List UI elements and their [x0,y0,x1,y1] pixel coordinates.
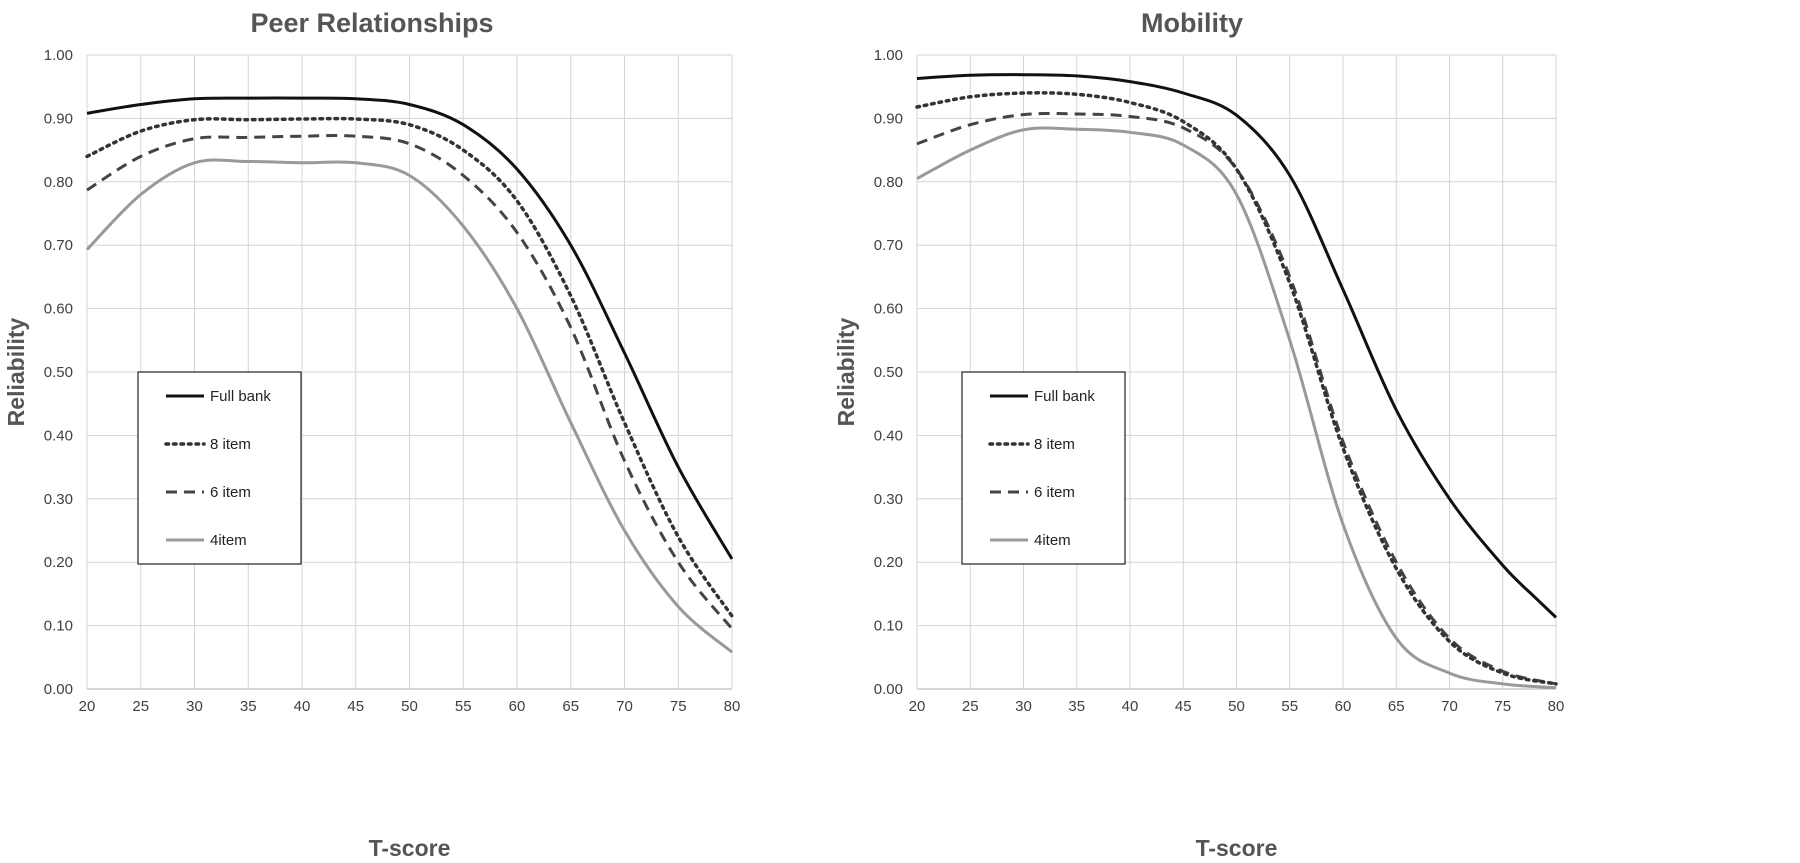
legend-label: 4item [210,532,247,549]
y-tick-label: 0.20 [44,554,73,571]
x-tick-label: 25 [962,698,979,715]
x-axis-title: T-score [369,835,451,861]
series-line-6-item [916,111,1557,686]
y-tick-label: 0.80 [44,174,73,191]
x-tick-label: 65 [1388,698,1405,715]
series-line-full-bank [86,96,734,560]
chart-title: Peer Relationships [250,8,493,38]
legend-box [961,371,1126,565]
legend-label: 8 item [210,436,251,453]
series-line-4item [916,126,1557,690]
x-tick-label: 70 [1441,698,1458,715]
y-tick-label: 0.80 [874,174,903,191]
x-axis-title: T-score [1196,835,1278,861]
series-line-4item [85,158,733,654]
x-tick-label: 20 [79,698,96,715]
y-tick-label: 0.10 [874,618,903,635]
x-tick-label: 80 [724,698,741,715]
y-tick-label: 0.50 [874,364,903,381]
legend: Full bank 8 item 6 item 4item [961,371,1126,565]
x-tick-label: 35 [1068,698,1085,715]
x-tick-label: 60 [1335,698,1352,715]
legend-label: 8 item [1034,436,1075,453]
x-tick-label: 40 [1122,698,1139,715]
y-tick-label: 0.10 [44,618,73,635]
x-tick-label: 50 [401,698,418,715]
y-axis-title: Reliability [833,317,859,426]
y-tick-label: 0.00 [44,681,73,698]
y-tick-label: 0.90 [874,110,903,127]
legend-label: 6 item [1034,484,1075,501]
y-tick-label: 0.50 [44,364,73,381]
series-line-full-bank [916,73,1558,619]
x-tick-label: 70 [616,698,633,715]
y-tick-label: 0.70 [874,237,903,254]
chart-title: Mobility [1141,8,1243,38]
y-tick-label: 0.60 [874,301,903,318]
y-tick-label: 0.60 [44,301,73,318]
y-tick-label: 0.90 [44,110,73,127]
y-axis-title: Reliability [3,317,29,426]
legend-label: 4item [1034,532,1071,549]
chart-1: 20 25 30 35 40 45 50 55 60 65 70 75 80 0.00 0.10 0.20 0.… [3,8,740,861]
y-tick-label: 0.30 [874,491,903,508]
x-tick-label: 20 [909,698,926,715]
x-tick-label: 75 [670,698,687,715]
y-tick-label: 0.00 [874,681,903,698]
x-tick-label: 50 [1228,698,1245,715]
x-tick-label: 35 [240,698,257,715]
y-tick-label: 1.00 [44,47,73,64]
y-tick-label: 0.70 [44,237,73,254]
legend-label: 6 item [210,484,251,501]
series-line-6-item [86,134,734,630]
x-tick-label: 75 [1494,698,1511,715]
series-line-8-item [915,91,1558,686]
y-tick-label: 0.20 [874,554,903,571]
legend-box [137,371,302,565]
series-line-8-item [85,116,734,618]
x-tick-label: 45 [1175,698,1192,715]
legend: Full bank 8 item 6 item 4item [137,371,302,565]
x-tick-label: 80 [1548,698,1565,715]
legend-label: Full bank [1034,388,1095,405]
x-tick-label: 65 [562,698,579,715]
y-tick-label: 0.30 [44,491,73,508]
x-tick-label: 55 [1281,698,1298,715]
y-tick-label: 0.40 [44,427,73,444]
x-tick-label: 55 [455,698,472,715]
x-tick-label: 60 [509,698,526,715]
x-tick-label: 30 [186,698,203,715]
x-tick-label: 45 [347,698,364,715]
x-tick-label: 30 [1015,698,1032,715]
y-tick-label: 1.00 [874,47,903,64]
legend-label: Full bank [210,388,271,405]
x-tick-label: 25 [132,698,149,715]
x-tick-label: 40 [294,698,311,715]
y-tick-label: 0.40 [874,427,903,444]
chart-2: 20 25 30 35 40 45 50 55 60 65 70 75 80 0.00 0.10 0.20 0.… [833,8,1564,861]
